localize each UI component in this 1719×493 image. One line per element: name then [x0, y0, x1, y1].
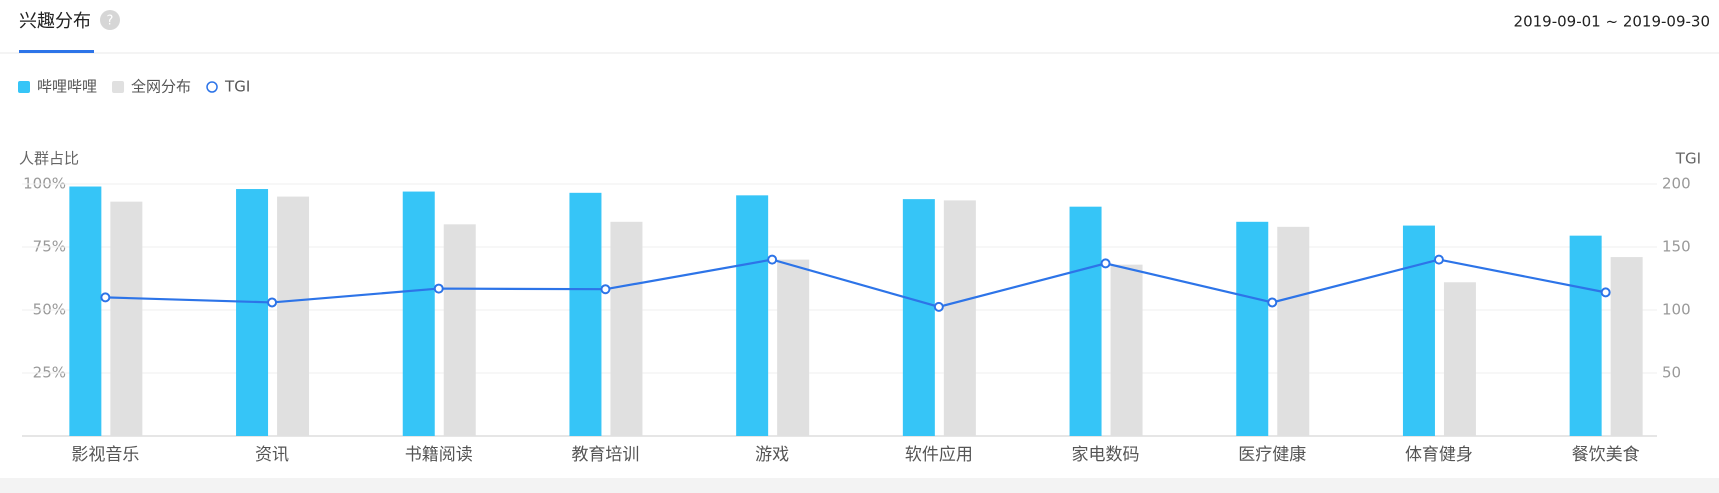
legend-label[interactable]: 哔哩哔哩: [37, 78, 97, 96]
tgi-point: [1267, 297, 1278, 308]
bar: [943, 200, 976, 436]
help-icon-mark: ?: [107, 14, 114, 29]
x-tick-label: 体育健身: [1405, 445, 1473, 465]
tab-underline: [19, 50, 94, 53]
x-tick-label: 教育培训: [571, 445, 639, 465]
bar: [69, 186, 102, 436]
bar: [1610, 257, 1643, 436]
tgi-point: [433, 283, 444, 294]
bar: [277, 196, 310, 436]
bar: [236, 189, 269, 436]
tgi-line: [105, 258, 1606, 308]
y2-tick-label: 150: [1662, 238, 1691, 256]
bar: [402, 191, 435, 436]
legend-marker: [112, 81, 125, 93]
x-tick-label: 医疗健康: [1238, 445, 1306, 465]
y-axis-title: 人群占比: [19, 150, 79, 168]
tgi-point: [1600, 287, 1611, 298]
tgi-point: [100, 292, 111, 303]
bar: [610, 221, 643, 436]
bar: [902, 199, 935, 436]
bar: [777, 259, 810, 436]
tgi-point: [767, 254, 778, 265]
help-icon[interactable]: [100, 10, 120, 30]
bar: [1277, 226, 1310, 436]
bar: [1569, 235, 1602, 436]
x-tick-label: 家电数码: [1072, 445, 1140, 465]
bar: [569, 192, 602, 436]
bar: [736, 195, 769, 436]
tgi-point: [267, 297, 278, 308]
legend-label[interactable]: 全网分布: [131, 78, 191, 96]
x-tick-label: 影视音乐: [71, 445, 139, 465]
y2-tick-label: 50: [1662, 364, 1681, 382]
bar: [1110, 264, 1143, 436]
date-range[interactable]: 2019-09-01 ~ 2019-09-30: [1514, 13, 1710, 31]
x-tick-label: 餐饮美食: [1572, 445, 1640, 465]
y2-tick-label: 100: [1662, 301, 1691, 319]
legend-label[interactable]: TGI: [224, 78, 250, 96]
legend-marker: [206, 81, 218, 93]
x-tick-label: 软件应用: [905, 445, 973, 465]
tgi-point: [1433, 254, 1444, 265]
legend-marker: [18, 81, 30, 93]
tgi-point: [1100, 258, 1111, 269]
bar: [443, 224, 476, 436]
bar: [1069, 206, 1102, 436]
x-tick-label: 资讯: [255, 445, 289, 465]
tgi-point: [933, 301, 944, 312]
bar: [1443, 282, 1476, 436]
bar: [1236, 221, 1269, 436]
y2-axis-title: TGI: [1675, 150, 1701, 168]
y2-tick-label: 200: [1662, 175, 1691, 193]
bar: [110, 201, 143, 436]
tgi-point: [600, 284, 611, 295]
bar: [1402, 225, 1435, 436]
footer-strip: [0, 478, 1719, 493]
x-tick-label: 书籍阅读: [405, 445, 473, 465]
page-title: 兴趣分布: [19, 11, 91, 32]
x-tick-label: 游戏: [755, 445, 789, 465]
